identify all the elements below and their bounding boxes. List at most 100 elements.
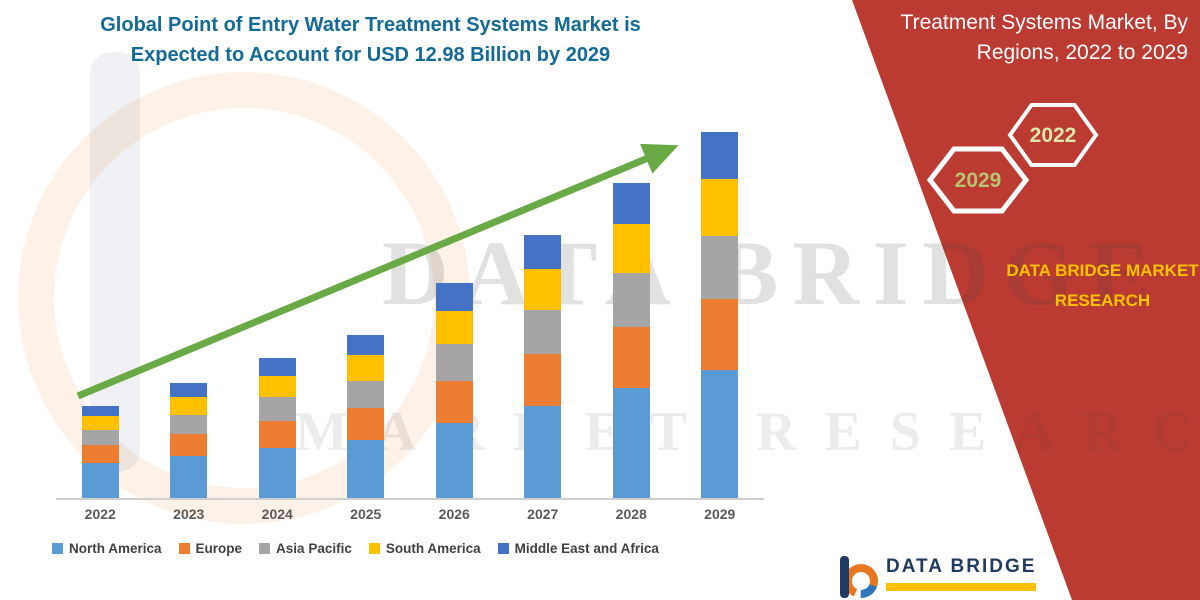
year-hexagons: 2022 2029 [926,103,1099,214]
bar-segment-asia-pacific [347,380,385,409]
bar-segment-south-america [524,268,562,310]
bar-segment-europe [258,421,296,449]
footer-logo-text: DATA BRIDGE [886,556,1037,591]
bar-segment-asia-pacific [524,309,562,355]
footer-logo: DATA BRIDGE [836,556,1037,598]
bar-segment-middle-east-and-africa [612,183,650,225]
bar-segment-middle-east-and-africa [435,283,473,312]
x-axis-label-2026: 2026 [438,506,470,522]
bar-segment-europe [612,326,650,389]
x-axis-labels: 2022 2023 2024 2025 2026 2027 2028 2029 [56,506,764,522]
bar-column-2022 [56,406,144,498]
brand-line1: DATA BRIDGE MARKET [1006,261,1199,280]
bar-segment-north-america [612,388,650,498]
stacked-bar [435,283,473,498]
legend-swatch [178,543,190,554]
legend-item: Middle East and Africa [497,541,659,556]
legend-item: North America [52,541,162,556]
stacked-bar [258,358,296,498]
databridge-logo-icon [840,556,878,598]
panel-heading: Treatment Systems Market, By Regions, 20… [818,8,1188,69]
bar-segment-europe [524,354,562,407]
footer-logo-underline [886,583,1037,591]
chart-title: Global Point of Entry Water Treatment Sy… [88,10,653,70]
legend-item: Europe [178,541,243,556]
bar-segment-asia-pacific [701,235,739,299]
bar-segment-north-america [701,370,739,498]
chart-title-line2: Expected to Account for USD 12.98 Billio… [130,44,611,66]
bar-column-2024 [233,358,321,498]
bar-segment-north-america [524,406,562,498]
x-axis-label-2023: 2023 [173,506,205,522]
legend-label: Europe [195,541,243,556]
bar-segment-europe [81,445,119,464]
bar-segment-south-america [347,355,385,381]
bar-segment-middle-east-and-africa [524,234,562,269]
x-axis-label-2022: 2022 [84,506,116,522]
bar-segment-middle-east-and-africa [170,383,208,398]
legend-swatch [52,543,63,554]
stacked-bar [347,334,385,498]
bar-segment-north-america [170,456,208,498]
x-axis-label-2024: 2024 [261,506,293,522]
legend-swatch [497,543,509,554]
bar-segment-europe [170,434,208,456]
bar-segment-south-america [258,376,296,398]
bar-column-2023 [145,383,233,498]
x-axis-label-2029: 2029 [704,506,736,522]
bar-segment-north-america [81,463,119,498]
x-axis-label-2025: 2025 [350,506,382,522]
panel-heading-line1: Treatment Systems Market, By [900,11,1188,34]
legend-label: South America [385,541,481,556]
bar-segment-asia-pacific [258,397,296,422]
chart-legend: North America Europe Asia Pacific South Ame… [52,541,782,556]
bar-column-2028 [587,183,675,498]
bar-segment-europe [347,408,385,441]
bar-segment-middle-east-and-africa [347,334,385,356]
bar-stack-area [56,126,764,500]
bar-segment-middle-east-and-africa [258,358,296,377]
bar-segment-asia-pacific [435,344,473,382]
bar-column-2029 [676,132,764,498]
bar-segment-south-america [612,224,650,273]
bar-segment-europe [701,298,739,371]
x-axis-label-2027: 2027 [527,506,559,522]
legend-label: Middle East and Africa [514,541,659,556]
legend-item: Asia Pacific [259,541,352,556]
stacked-bar [524,234,562,498]
stacked-bar [701,132,739,498]
bar-segment-europe [435,381,473,424]
bar-segment-asia-pacific [170,415,208,434]
bar-column-2027 [499,234,587,498]
footer-logo-name: DATA BRIDGE [886,556,1037,577]
legend-item: South America [368,541,481,556]
stacked-bar [612,183,650,498]
bar-segment-asia-pacific [81,430,119,446]
panel-heading-line2: Regions, 2022 to 2029 [976,41,1188,65]
hexagon-2029-label: 2029 [955,169,1002,192]
bar-segment-asia-pacific [612,272,650,327]
bar-segment-north-america [258,448,296,498]
brand-text: DATA BRIDGE MARKET RESEARCH [1005,256,1200,316]
legend-label: Asia Pacific [276,541,352,556]
bar-segment-south-america [81,416,119,431]
legend-swatch [368,543,380,554]
bar-column-2026 [410,283,498,498]
legend-label: North America [69,541,162,556]
chart-title-line1: Global Point of Entry Water Treatment Sy… [100,14,641,36]
bar-segment-south-america [701,178,739,236]
bar-segment-south-america [170,397,208,416]
hexagon-2029 [926,146,1030,214]
bar-segment-south-america [435,311,473,345]
hexagon-2022 [1007,103,1099,167]
legend-swatch [259,543,271,554]
stacked-bar [170,383,208,498]
bar-segment-north-america [347,440,385,498]
bar-segment-middle-east-and-africa [701,132,739,179]
hexagon-2022-label: 2022 [1030,124,1077,147]
brand-line2: RESEARCH [1054,290,1151,310]
bar-segment-north-america [435,423,473,498]
bar-column-2025 [322,334,410,498]
x-axis-label-2028: 2028 [615,506,647,522]
